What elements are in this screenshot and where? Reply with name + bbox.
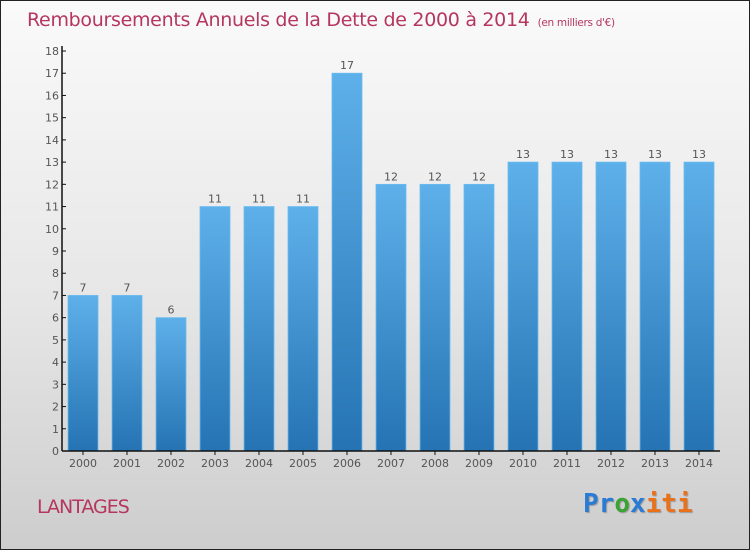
- y-tick-label: 18: [45, 45, 59, 58]
- x-tick-label: 2012: [597, 457, 625, 470]
- data-label-2010: 13: [516, 148, 530, 161]
- x-tick-label: 2004: [245, 457, 273, 470]
- logo-letter: o: [614, 489, 630, 519]
- bar-2000: [67, 295, 99, 452]
- x-tick-label: 2014: [685, 457, 713, 470]
- y-tick-label: 13: [45, 156, 59, 169]
- y-tick-label: 16: [45, 89, 59, 102]
- y-tick-label: 9: [52, 245, 59, 258]
- x-tick-label: 2000: [69, 457, 97, 470]
- x-tick-label: 2013: [641, 457, 669, 470]
- chart-title: Remboursements Annuels de la Dette de 20…: [27, 9, 615, 31]
- bar-2006: [331, 72, 363, 452]
- data-label-2013: 13: [648, 148, 662, 161]
- bar-2005: [287, 206, 319, 452]
- y-tick-label: 12: [45, 178, 59, 191]
- x-tick-label: 2011: [553, 457, 581, 470]
- y-tick-label: 5: [52, 334, 59, 347]
- bar-2003: [199, 206, 231, 452]
- x-tick-label: 2001: [113, 457, 141, 470]
- y-tick-label: 17: [45, 67, 59, 80]
- bar-2008: [419, 183, 451, 452]
- bar-2014: [683, 161, 715, 452]
- data-label-2014: 13: [692, 148, 706, 161]
- x-tick-label: 2002: [157, 457, 185, 470]
- data-label-2012: 13: [604, 148, 618, 161]
- title-text: Remboursements Annuels de la Dette de 20…: [27, 9, 530, 31]
- y-tick-label: 1: [52, 423, 59, 436]
- x-tick-label: 2007: [377, 457, 405, 470]
- bar-2011: [551, 161, 583, 452]
- x-tick-label: 2003: [201, 457, 229, 470]
- chart-subtitle: (en milliers d'€): [537, 17, 616, 29]
- data-label-2003: 11: [208, 193, 222, 206]
- y-tick-label: 11: [45, 201, 59, 214]
- bar-2009: [463, 183, 495, 452]
- y-tick-label: 3: [52, 378, 59, 391]
- y-tick-label: 15: [45, 112, 59, 125]
- x-tick-label: 2009: [465, 457, 493, 470]
- y-tick-label: 7: [52, 289, 59, 302]
- data-label-2007: 12: [384, 170, 398, 183]
- data-label-2006: 17: [340, 59, 354, 72]
- y-tick-label: 6: [52, 312, 59, 325]
- data-label-2008: 12: [428, 170, 442, 183]
- logo-letter: i: [645, 489, 662, 519]
- x-tick-label: 2005: [289, 457, 317, 470]
- bars: 7 7 6 11 11 11 17 12 12 12 13 13 13 13 13: [67, 59, 715, 452]
- y-tick-label: 8: [52, 267, 59, 280]
- logo-letter: x: [629, 489, 646, 519]
- logo-letter: i: [676, 489, 693, 519]
- x-tick-label: 2006: [333, 457, 361, 470]
- x-tick-label: 2008: [421, 457, 449, 470]
- bar-2007: [375, 183, 407, 452]
- logo-letter: t: [661, 489, 677, 519]
- proxiti-logo[interactable]: Proxiti: [583, 489, 693, 519]
- commune-name: LANTAGES: [37, 496, 130, 518]
- y-tick-label: 2: [52, 401, 59, 414]
- bar-2012: [595, 161, 627, 452]
- logo-letter: r: [598, 489, 615, 519]
- data-label-2001: 7: [124, 281, 131, 294]
- data-label-2000: 7: [80, 281, 87, 294]
- bar-2013: [639, 161, 671, 452]
- y-tick-label: 4: [52, 356, 59, 369]
- bar-2004: [243, 206, 275, 452]
- data-label-2009: 12: [472, 170, 486, 183]
- y-tick-label: 10: [45, 223, 59, 236]
- data-label-2002: 6: [168, 304, 175, 317]
- data-label-2005: 11: [296, 193, 310, 206]
- x-axis: 2000 2001 2002 2003 2004 2005 2006 2007 2008 2009…: [62, 450, 720, 470]
- y-tick-label: 0: [52, 445, 59, 458]
- bar-2001: [111, 295, 143, 452]
- logo-letter: P: [583, 489, 599, 519]
- y-tick-label: 14: [45, 134, 59, 147]
- data-label-2004: 11: [252, 193, 266, 206]
- data-label-2011: 13: [560, 148, 574, 161]
- x-tick-label: 2010: [509, 457, 537, 470]
- bar-2002: [155, 317, 187, 452]
- bar-2010: [507, 161, 539, 452]
